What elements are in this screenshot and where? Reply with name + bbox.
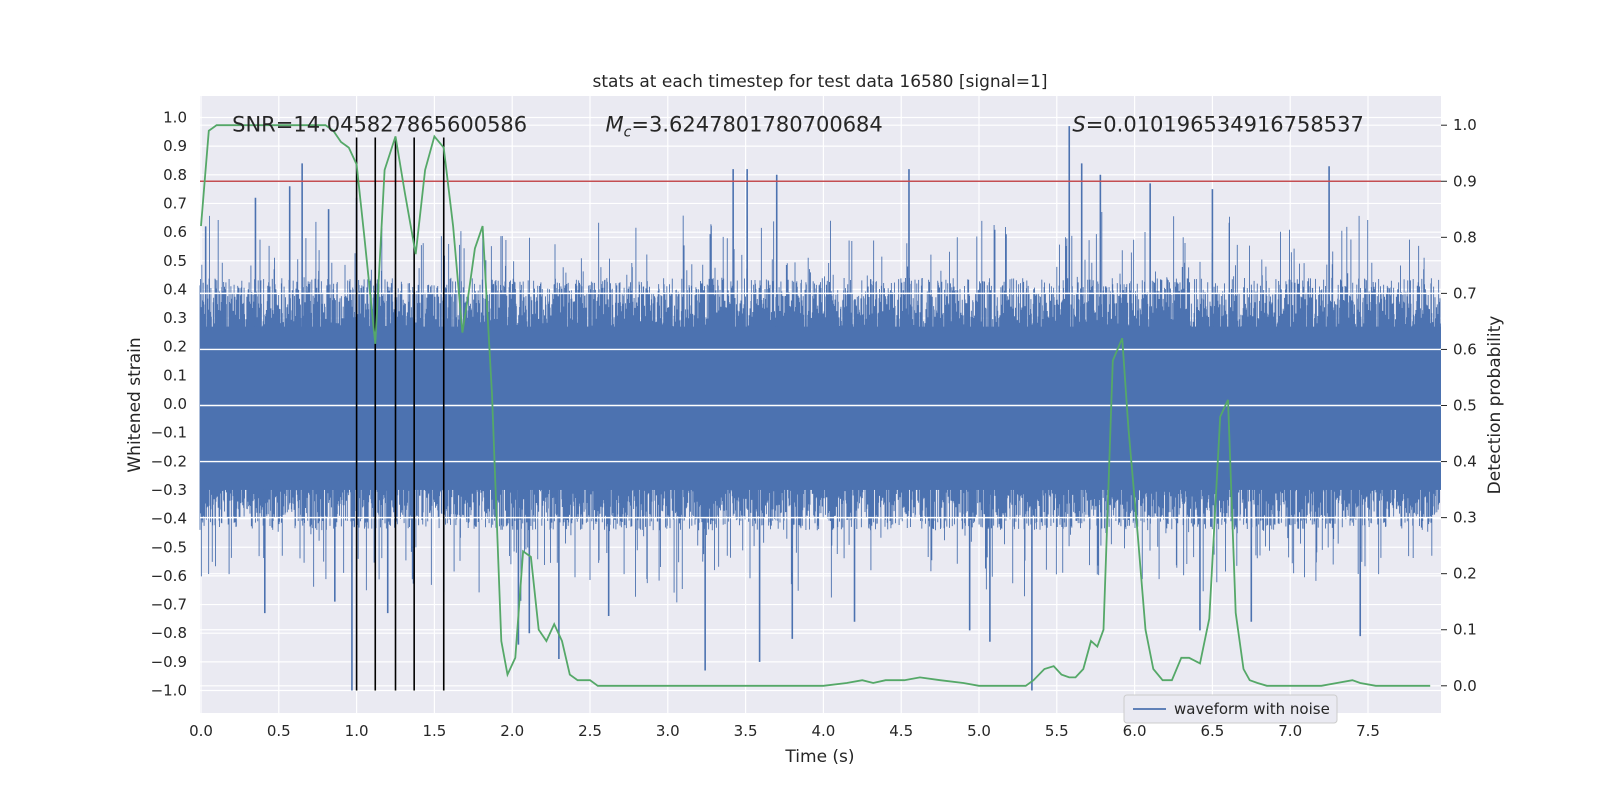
- y-tick-label: 0.8: [163, 166, 187, 184]
- legend-box: [1123, 694, 1338, 724]
- x-tick-label: 0.0: [189, 722, 213, 740]
- legend: waveform with noise: [1123, 694, 1338, 724]
- x-axis-ticks: 0.0 0.5 1.0 1.5 2.0 2.5 3.0 3.5 4.0 4.5 5.0 5.5 6.0 6…: [189, 722, 1380, 740]
- y-tick-label: 0.2: [163, 338, 187, 356]
- y-axis-label: Whitened strain: [125, 337, 145, 472]
- x-tick-label: 2.0: [500, 722, 524, 740]
- x-tick-label: 3.0: [656, 722, 680, 740]
- y-tick-label: 0.5: [163, 252, 187, 270]
- y-tick-label: 1.0: [163, 109, 187, 127]
- x-tick-label: 7.5: [1356, 722, 1380, 740]
- y-tick-label: −0.4: [151, 510, 187, 528]
- annotation-2: S=0.010196534916758537: [1072, 113, 1363, 137]
- y2-tick-label: 0.9: [1453, 172, 1477, 190]
- y-tick-label: −0.3: [151, 481, 187, 499]
- y-tick-label: 0.1: [163, 366, 187, 384]
- x-axis-label: Time (s): [784, 747, 854, 767]
- y2-tick-label: 0.4: [1453, 453, 1477, 471]
- x-tick-label: 5.5: [1045, 722, 1069, 740]
- x-tick-label: 7.0: [1278, 722, 1302, 740]
- plot-content: [199, 124, 1441, 691]
- x-tick-label: 0.5: [267, 722, 291, 740]
- y-tick-label: 0.6: [163, 223, 187, 241]
- y-tick-label: −0.6: [151, 567, 187, 585]
- y2-axis-ticks: 1.0 0.9 0.8 0.7 0.6 0.5 0.4 0.3 0.2 0.1 0.0: [1441, 116, 1477, 695]
- y-tick-label: −1.0: [151, 682, 187, 700]
- y-tick-label: −0.5: [151, 538, 187, 556]
- y-tick-label: −0.9: [151, 653, 187, 671]
- x-tick-label: 5.0: [967, 722, 991, 740]
- y2-tick-label: 1.0: [1453, 116, 1477, 134]
- x-tick-label: 6.5: [1200, 722, 1224, 740]
- y-tick-label: −0.7: [151, 596, 187, 614]
- y2-tick-label: 0.1: [1453, 621, 1477, 639]
- waveform-core: [200, 326, 1441, 490]
- legend-label: waveform with noise: [1174, 700, 1330, 718]
- y-axis-ticks: 1.0 0.9 0.8 0.7 0.6 0.5 0.4 0.3 0.2 0.1 0.0 −0.1 −0.…: [151, 109, 187, 700]
- y2-axis-label: Detection probability: [1485, 316, 1505, 495]
- x-tick-label: 4.5: [889, 722, 913, 740]
- y-tick-label: −0.1: [151, 424, 187, 442]
- y-tick-label: 0.4: [163, 280, 187, 298]
- y2-tick-label: 0.5: [1453, 397, 1477, 415]
- annotations: SNR=14.045827865600586 Mc=3.6247801780700…: [232, 113, 1364, 141]
- y2-tick-label: 0.2: [1453, 565, 1477, 583]
- x-tick-label: 3.5: [734, 722, 758, 740]
- chart-title: stats at each timestep for test data 165…: [593, 72, 1048, 92]
- y2-tick-label: 0.7: [1453, 284, 1477, 302]
- x-tick-label: 4.0: [811, 722, 835, 740]
- y-tick-label: −0.8: [151, 624, 187, 642]
- x-tick-label: 1.0: [345, 722, 369, 740]
- y-tick-label: 0.7: [163, 194, 187, 212]
- y-tick-label: 0.0: [163, 395, 187, 413]
- x-tick-label: 2.5: [578, 722, 602, 740]
- y-tick-label: 0.9: [163, 137, 187, 155]
- x-tick-label: 1.5: [422, 722, 446, 740]
- y2-tick-label: 0.3: [1453, 509, 1477, 527]
- annotation-1: Mc=3.6247801780700684: [606, 113, 883, 141]
- y2-tick-label: 0.6: [1453, 340, 1477, 358]
- y2-tick-label: 0.0: [1453, 677, 1477, 695]
- y-tick-label: 0.3: [163, 309, 187, 327]
- annotation-0: SNR=14.045827865600586: [232, 113, 527, 137]
- y-tick-label: −0.2: [151, 452, 187, 470]
- x-tick-label: 6.0: [1123, 722, 1147, 740]
- y2-tick-label: 0.8: [1453, 228, 1477, 246]
- probability-line: [200, 124, 1431, 687]
